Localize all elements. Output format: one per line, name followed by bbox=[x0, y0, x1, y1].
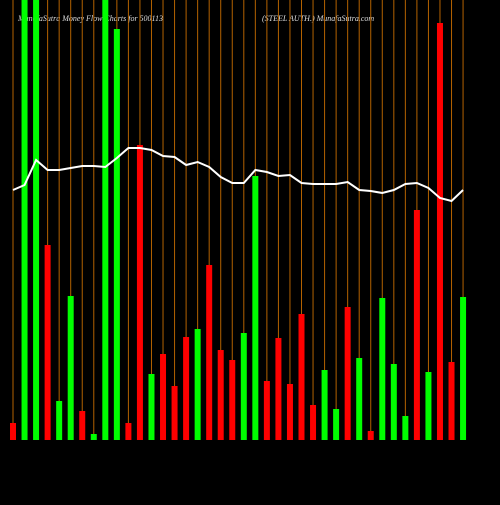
bar bbox=[413, 210, 420, 440]
bar bbox=[367, 431, 374, 440]
bar bbox=[90, 434, 97, 440]
bar bbox=[136, 145, 143, 440]
money-flow-line bbox=[12, 147, 464, 203]
bar bbox=[310, 405, 317, 440]
bar bbox=[252, 176, 259, 440]
bar bbox=[390, 364, 397, 440]
bar bbox=[217, 350, 224, 440]
bar bbox=[286, 384, 293, 440]
bar bbox=[79, 411, 86, 440]
bar bbox=[56, 401, 63, 440]
bar bbox=[275, 338, 282, 440]
bar bbox=[183, 337, 190, 440]
bar bbox=[171, 386, 178, 440]
bar bbox=[460, 297, 467, 440]
bar bbox=[425, 372, 432, 440]
bar bbox=[33, 0, 40, 440]
bar bbox=[148, 374, 155, 440]
bar bbox=[229, 360, 236, 440]
bar bbox=[298, 314, 305, 440]
bar bbox=[10, 423, 16, 440]
bar bbox=[194, 329, 201, 440]
bar bbox=[102, 0, 109, 440]
bar bbox=[125, 423, 132, 440]
bar bbox=[436, 23, 443, 440]
bar bbox=[44, 245, 51, 440]
bar bbox=[67, 296, 74, 440]
bar bbox=[448, 362, 455, 440]
bar bbox=[21, 0, 28, 440]
bar bbox=[333, 409, 340, 440]
chart-title: MunafaSutra Money Flow Charts for 500113 bbox=[17, 14, 163, 23]
bar bbox=[356, 358, 363, 440]
bar bbox=[321, 370, 328, 440]
bar bbox=[344, 307, 351, 440]
bar bbox=[402, 416, 409, 440]
bar bbox=[379, 298, 386, 440]
bar bbox=[160, 354, 167, 440]
chart-subtitle: (STEEL AUTH.) MunafaSutra.com bbox=[262, 14, 374, 23]
bar bbox=[206, 265, 213, 440]
bar bbox=[263, 381, 270, 440]
bar bbox=[240, 333, 247, 440]
bar bbox=[113, 29, 120, 440]
